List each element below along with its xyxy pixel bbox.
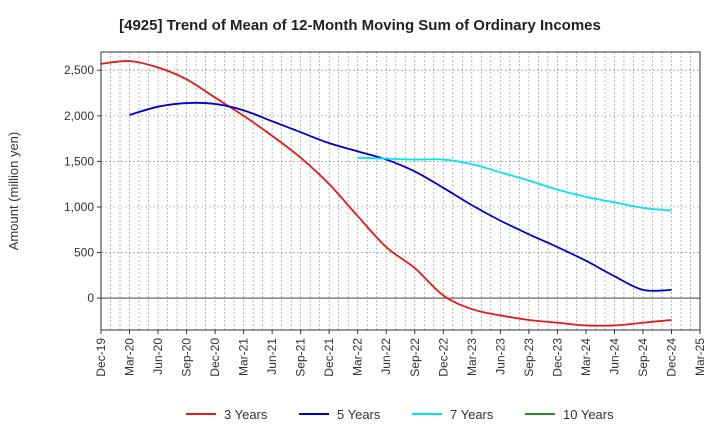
legend-label-5-years: 5 Years	[337, 407, 381, 422]
legend-label-7-years: 7 Years	[450, 407, 494, 422]
x-tick-label: Sep-21	[294, 338, 308, 377]
legend-label-10-years: 10 Years	[563, 407, 614, 422]
y-axis-ticks: 0 500 1,000 1,500 2,000 2,500	[64, 63, 101, 305]
y-tick-label: 2,000	[64, 109, 94, 123]
legend: 3 Years 5 Years 7 Years 10 Years	[186, 407, 614, 422]
y-tick-label: 2,500	[64, 63, 94, 77]
x-axis-ticks: Dec-19 Mar-20 Jun-20 Sep-20 Dec-20 Mar-21 Jun-…	[94, 330, 707, 377]
x-tick-label: Jun-24	[607, 338, 621, 375]
x-tick-label: Mar-21	[237, 338, 251, 376]
x-tick-label: Sep-24	[636, 338, 650, 377]
x-tick-label: Sep-20	[180, 338, 194, 377]
y-tick-label: 1,000	[64, 200, 94, 214]
x-tick-label: Mar-25	[693, 338, 707, 376]
plot-frame	[100, 51, 701, 331]
x-tick-label: Jun-21	[265, 338, 279, 375]
series-line-5-years	[129, 101, 672, 292]
x-tick-label: Mar-22	[351, 338, 365, 376]
y-tick-label: 0	[87, 291, 94, 305]
chart-title: [4925] Trend of Mean of 12-Month Moving …	[119, 17, 601, 34]
y-tick-label: 500	[74, 246, 94, 260]
grid	[101, 52, 700, 330]
x-tick-label: Dec-19	[94, 338, 108, 377]
series-line-7-years	[357, 156, 672, 212]
x-tick-label: Mar-20	[123, 338, 137, 376]
x-tick-label: Jun-23	[493, 338, 507, 375]
x-tick-label: Dec-22	[436, 338, 450, 377]
y-tick-label: 1,500	[64, 154, 94, 168]
x-tick-label: Jun-20	[151, 338, 165, 375]
x-tick-label: Sep-22	[408, 338, 422, 377]
x-tick-label: Dec-24	[664, 338, 678, 377]
y-axis-label: Amount (million yen)	[6, 132, 21, 251]
x-tick-label: Dec-20	[208, 338, 222, 377]
x-tick-label: Jun-22	[379, 338, 393, 375]
x-tick-label: Sep-23	[522, 338, 536, 377]
series-lines	[100, 60, 672, 327]
x-tick-label: Mar-23	[465, 338, 479, 376]
x-tick-label: Dec-21	[322, 338, 336, 377]
legend-label-3-years: 3 Years	[224, 407, 268, 422]
x-tick-label: Dec-23	[550, 338, 564, 377]
x-tick-label: Mar-24	[579, 338, 593, 376]
